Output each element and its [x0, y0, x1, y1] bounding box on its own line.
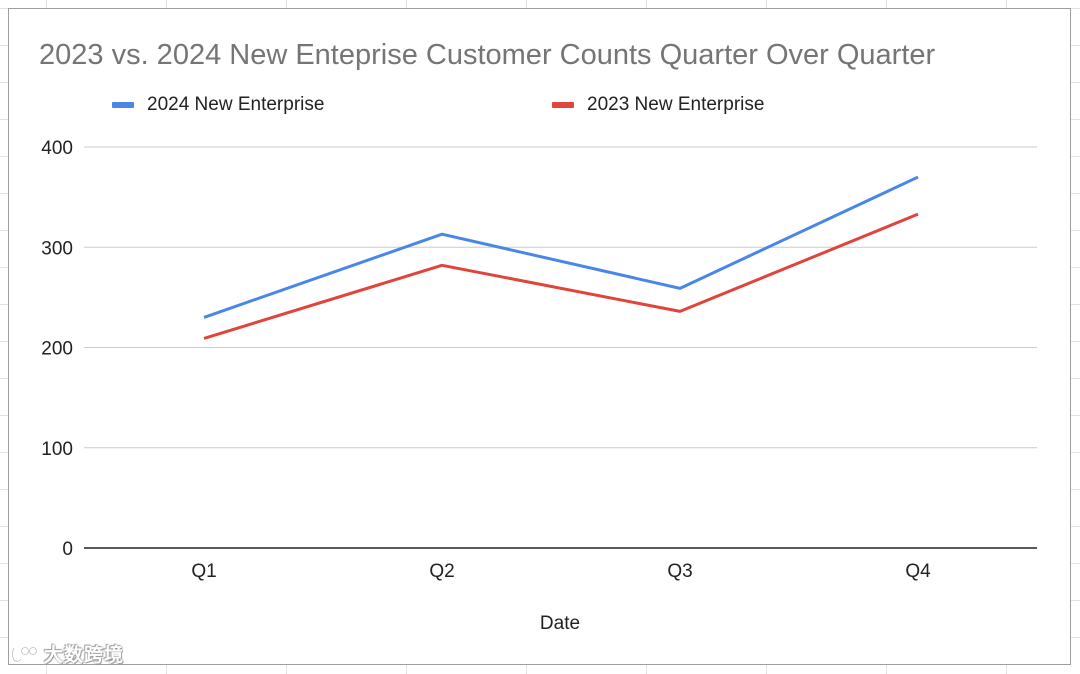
y-tick-label-0: 0: [62, 539, 73, 560]
chart-title: 2023 vs. 2024 New Enteprise Customer Cou…: [39, 39, 936, 71]
watermark-text: 大数跨境: [44, 645, 125, 666]
x-tick-label-q4: Q4: [905, 561, 931, 582]
legend-item-2024[interactable]: 2024 New Enterprise: [112, 93, 324, 117]
x-tick-label-q2: Q2: [429, 561, 454, 582]
legend-label-2024: 2024 New Enterprise: [147, 94, 325, 115]
series-line-2023: [203, 212, 919, 340]
legend-label-2023: 2023 New Enterprise: [587, 94, 765, 115]
y-tick-label-400: 400: [41, 138, 73, 159]
y-tick-label-100: 100: [41, 439, 73, 460]
x-tick-label-q3: Q3: [667, 561, 692, 582]
x-tick-label-q1: Q1: [191, 561, 216, 582]
y-tick-label-300: 300: [41, 238, 73, 259]
series-line-2024: [203, 175, 919, 319]
watermark: 大数跨境: [10, 640, 124, 667]
legend-item-2023[interactable]: 2023 New Enterprise: [552, 93, 764, 117]
logo-icon: [11, 645, 38, 663]
chart-card[interactable]: 2023 vs. 2024 New Enteprise Customer Cou…: [8, 8, 1071, 665]
legend-swatch-2023: [552, 102, 574, 108]
legend-swatch-2024: [112, 102, 134, 108]
x-axis-title: Date: [540, 613, 580, 634]
y-tick-label-200: 200: [41, 339, 73, 360]
